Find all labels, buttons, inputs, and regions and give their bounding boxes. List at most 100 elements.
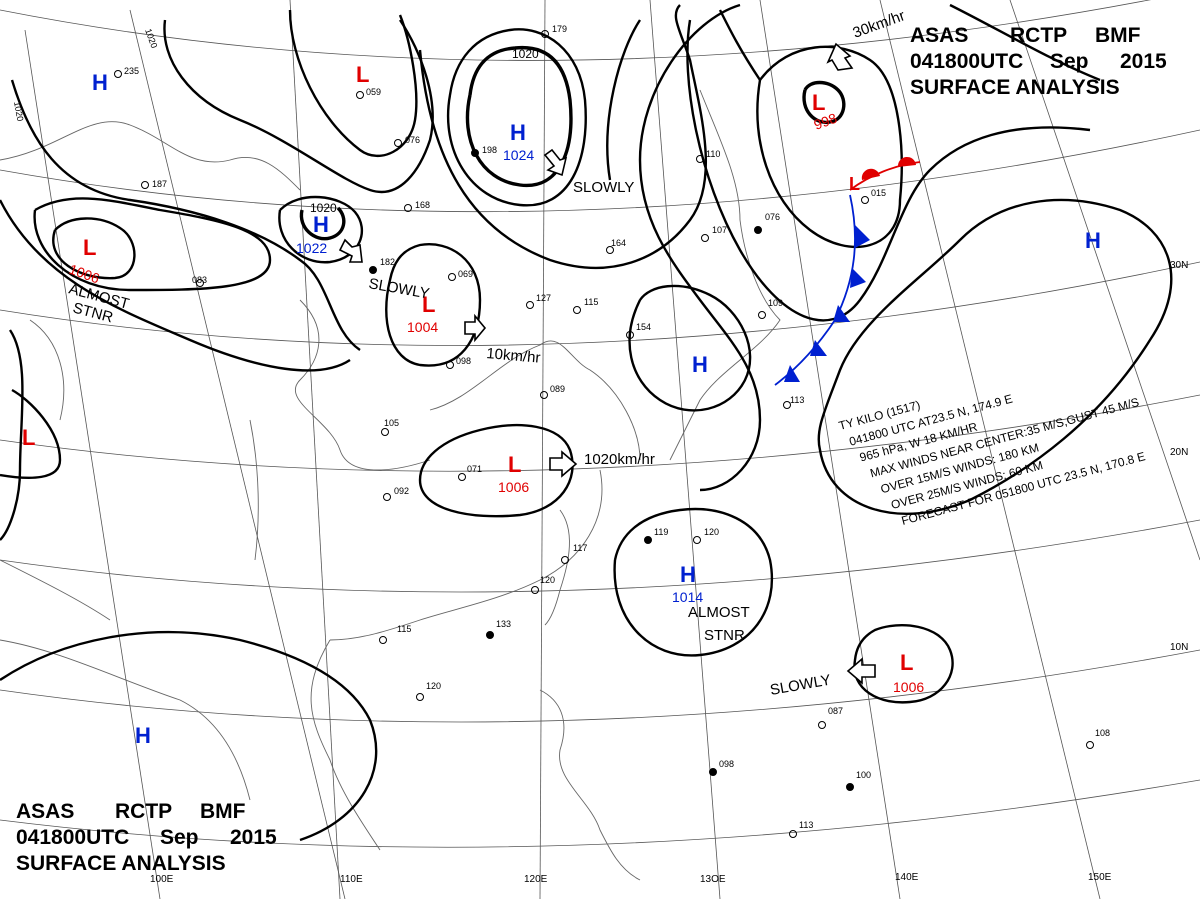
- station: 164: [606, 238, 626, 254]
- svg-text:154: 154: [636, 322, 651, 332]
- motion-arrow: [826, 42, 854, 71]
- svg-text:087: 087: [828, 706, 843, 716]
- latitude-grid: [0, 0, 1200, 848]
- cold-front: [774, 194, 856, 386]
- high-center: H: [313, 212, 329, 237]
- typhoon-info: TY KILO (1517) 041800 UTC AT23.5 N, 174.…: [837, 392, 1147, 528]
- svg-text:076: 076: [405, 135, 420, 145]
- lon-label: 100E: [150, 874, 174, 885]
- warm-front-semicircle: [897, 156, 916, 167]
- svg-text:113: 113: [790, 395, 804, 405]
- svg-text:109: 109: [768, 298, 783, 308]
- station: 120: [531, 575, 555, 594]
- svg-text:117: 117: [573, 543, 587, 553]
- station: 187: [141, 179, 167, 189]
- cold-front-triangle: [855, 225, 870, 248]
- station: 098: [446, 356, 471, 369]
- motion-arrow: [338, 238, 363, 263]
- motion-label: 30km/hr: [851, 7, 908, 42]
- cold-front-triangle: [810, 340, 827, 356]
- header-bottom-time: 041800UTC: [16, 826, 129, 849]
- svg-text:092: 092: [394, 486, 409, 496]
- low-center: L: [83, 235, 96, 260]
- pressure-systems: L 1006 H L H 1024 H 1022 L 1004 L 998 L …: [22, 62, 1101, 748]
- motion-label: SLOWLY: [367, 275, 430, 302]
- low-center: L: [900, 650, 913, 675]
- low-pressure-value: 1006: [893, 679, 924, 695]
- isobar-labels: 1020 1020 1020 1020: [12, 27, 539, 215]
- svg-text:098: 098: [456, 356, 471, 366]
- station: 092: [383, 486, 409, 501]
- station: 015: [861, 188, 886, 204]
- station: 168: [404, 200, 430, 212]
- station: 059: [356, 87, 381, 99]
- svg-text:098: 098: [719, 759, 734, 769]
- station: 108: [1086, 728, 1110, 749]
- high-center: H: [1085, 228, 1101, 253]
- motion-label: SLOWLY: [573, 179, 634, 196]
- station: 071: [458, 464, 482, 481]
- isobar-label: 1020: [512, 47, 539, 61]
- svg-text:164: 164: [611, 238, 626, 248]
- header-bottom-station: RCTP: [115, 800, 172, 823]
- lat-label: 10N: [1170, 642, 1188, 653]
- high-center: H: [692, 352, 708, 377]
- isobar-label: 1020: [143, 27, 159, 49]
- station: 127: [526, 293, 551, 309]
- cold-front-triangle: [833, 305, 850, 322]
- header-top: ASAS RCTP BMF 041800UTC Sep 2015 SURFACE…: [910, 24, 1167, 99]
- svg-text:089: 089: [550, 384, 565, 394]
- header-top-code: BMF: [1095, 24, 1141, 47]
- lat-label: 30N: [1170, 260, 1188, 271]
- fronts: [774, 156, 921, 386]
- svg-text:015: 015: [871, 188, 886, 198]
- cold-front-triangle: [850, 268, 866, 288]
- header-bottom-title: SURFACE ANALYSIS: [16, 852, 226, 875]
- header-top-station: RCTP: [1010, 24, 1067, 47]
- low-center: L: [22, 425, 35, 450]
- motion-label: ALMOST: [688, 604, 750, 621]
- station: 076: [754, 212, 780, 234]
- station: 117: [561, 543, 587, 564]
- station: 119: [644, 527, 668, 544]
- station: 154: [626, 322, 651, 339]
- svg-text:235: 235: [124, 66, 139, 76]
- header-top-month: Sep: [1050, 50, 1089, 73]
- svg-text:115: 115: [397, 624, 411, 634]
- svg-text:076: 076: [765, 212, 780, 222]
- header-top-title: SURFACE ANALYSIS: [910, 76, 1120, 99]
- station: 182: [369, 257, 395, 274]
- station: 100: [846, 770, 871, 791]
- svg-text:120: 120: [426, 681, 441, 691]
- high-pressure-value: 1024: [503, 147, 534, 163]
- station: 235: [114, 66, 139, 78]
- header-bottom-year: 2015: [230, 826, 277, 849]
- lon-label: 140E: [895, 872, 919, 883]
- station: 089: [540, 384, 565, 399]
- header-top-time: 041800UTC: [910, 50, 1023, 73]
- lon-label: 150E: [1088, 872, 1112, 883]
- station-plots: 235 187 059 076 168 198 069 098 105 092 …: [114, 24, 1110, 838]
- svg-text:108: 108: [1095, 728, 1110, 738]
- svg-text:179: 179: [552, 24, 567, 34]
- svg-text:133: 133: [496, 619, 511, 629]
- lat-label: 20N: [1170, 447, 1188, 458]
- header-bottom: ASAS RCTP BMF 041800UTC Sep 2015 SURFACE…: [16, 800, 277, 875]
- station: 113: [789, 820, 813, 838]
- lon-label: 110E: [340, 874, 363, 885]
- station: 087: [818, 706, 843, 729]
- svg-text:100: 100: [856, 770, 871, 780]
- svg-text:182: 182: [380, 257, 395, 267]
- isobar-label: 1020: [310, 201, 337, 215]
- low-center: L: [422, 292, 435, 317]
- header-bottom-agency: ASAS: [16, 800, 74, 823]
- header-bottom-code: BMF: [200, 800, 246, 823]
- station: 113: [783, 395, 804, 409]
- svg-text:120: 120: [540, 575, 555, 585]
- svg-text:107: 107: [712, 225, 727, 235]
- svg-text:119: 119: [654, 527, 668, 537]
- svg-text:120: 120: [704, 527, 719, 537]
- station: 179: [541, 24, 567, 38]
- high-center: H: [510, 120, 526, 145]
